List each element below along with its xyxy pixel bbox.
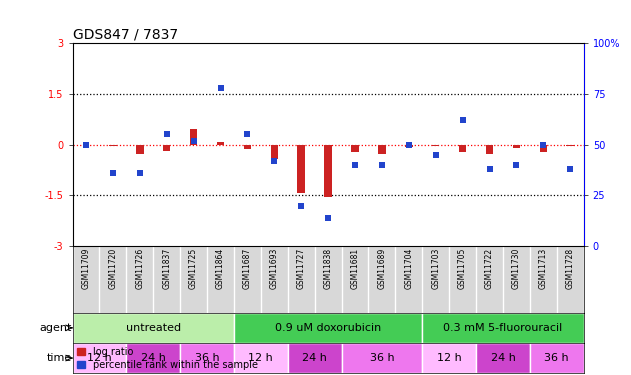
- Point: [215, 85, 225, 91]
- Bar: [567, 145, 574, 146]
- Point: [404, 142, 414, 148]
- Text: 12 h: 12 h: [437, 353, 461, 363]
- Text: GSM11705: GSM11705: [458, 248, 467, 290]
- Text: 12 h: 12 h: [249, 353, 273, 363]
- Text: GSM11838: GSM11838: [324, 248, 333, 289]
- Bar: [288, 343, 341, 373]
- Text: 0.9 uM doxorubicin: 0.9 uM doxorubicin: [275, 323, 381, 333]
- Text: agent: agent: [39, 323, 72, 333]
- Point: [323, 215, 333, 221]
- Bar: [341, 343, 422, 373]
- Text: GSM11703: GSM11703: [431, 248, 440, 290]
- Text: GSM11722: GSM11722: [485, 248, 494, 289]
- Bar: [163, 145, 170, 151]
- Text: 24 h: 24 h: [490, 353, 516, 363]
- Text: 24 h: 24 h: [302, 353, 327, 363]
- Text: GSM11727: GSM11727: [297, 248, 305, 290]
- Bar: [234, 343, 288, 373]
- Text: 12 h: 12 h: [87, 353, 112, 363]
- Bar: [73, 313, 234, 343]
- Bar: [324, 145, 332, 197]
- Bar: [459, 145, 466, 152]
- Text: GSM11693: GSM11693: [270, 248, 279, 290]
- Bar: [190, 129, 198, 145]
- Bar: [486, 145, 493, 154]
- Text: 0.3 mM 5-fluorouracil: 0.3 mM 5-fluorouracil: [444, 323, 563, 333]
- Bar: [73, 343, 126, 373]
- Bar: [126, 343, 180, 373]
- Text: GSM11681: GSM11681: [351, 248, 360, 289]
- Bar: [109, 145, 117, 146]
- Point: [242, 132, 252, 138]
- Text: GSM11726: GSM11726: [135, 248, 144, 290]
- Bar: [540, 145, 547, 152]
- Bar: [244, 145, 251, 148]
- Point: [485, 166, 495, 172]
- Bar: [422, 343, 476, 373]
- Text: GSM11728: GSM11728: [566, 248, 575, 289]
- Bar: [530, 343, 584, 373]
- Bar: [271, 145, 278, 159]
- Point: [162, 132, 172, 138]
- Bar: [422, 313, 584, 343]
- Point: [431, 152, 441, 158]
- Text: GSM11687: GSM11687: [243, 248, 252, 290]
- Point: [377, 162, 387, 168]
- Point: [135, 170, 145, 176]
- Text: GSM11730: GSM11730: [512, 248, 521, 290]
- Bar: [476, 343, 530, 373]
- Legend: log ratio, percentile rank within the sample: log ratio, percentile rank within the sa…: [78, 347, 258, 370]
- Text: GSM11689: GSM11689: [377, 248, 386, 290]
- Text: GSM11704: GSM11704: [404, 248, 413, 290]
- Text: 24 h: 24 h: [141, 353, 166, 363]
- Text: GSM11864: GSM11864: [216, 248, 225, 290]
- Point: [269, 158, 280, 164]
- Text: GSM11720: GSM11720: [109, 248, 117, 290]
- Text: GSM11713: GSM11713: [539, 248, 548, 290]
- Bar: [136, 145, 144, 154]
- Point: [457, 117, 468, 123]
- Point: [350, 162, 360, 168]
- Point: [511, 162, 521, 168]
- Text: time: time: [47, 353, 72, 363]
- Point: [565, 166, 575, 172]
- Text: GSM11709: GSM11709: [81, 248, 90, 290]
- Bar: [297, 145, 305, 193]
- Bar: [180, 343, 234, 373]
- Bar: [512, 145, 520, 148]
- Point: [81, 142, 91, 148]
- Bar: [378, 145, 386, 154]
- Text: GSM11725: GSM11725: [189, 248, 198, 290]
- Point: [296, 202, 306, 208]
- Bar: [405, 145, 413, 147]
- Text: GDS847 / 7837: GDS847 / 7837: [73, 28, 178, 42]
- Text: 36 h: 36 h: [195, 353, 220, 363]
- Bar: [217, 142, 224, 145]
- Bar: [432, 145, 439, 146]
- Point: [189, 138, 199, 144]
- Bar: [234, 313, 422, 343]
- Point: [538, 142, 548, 148]
- Bar: [351, 145, 359, 152]
- Text: GSM11837: GSM11837: [162, 248, 171, 290]
- Text: 36 h: 36 h: [545, 353, 569, 363]
- Text: 36 h: 36 h: [370, 353, 394, 363]
- Point: [108, 170, 118, 176]
- Text: untreated: untreated: [126, 323, 181, 333]
